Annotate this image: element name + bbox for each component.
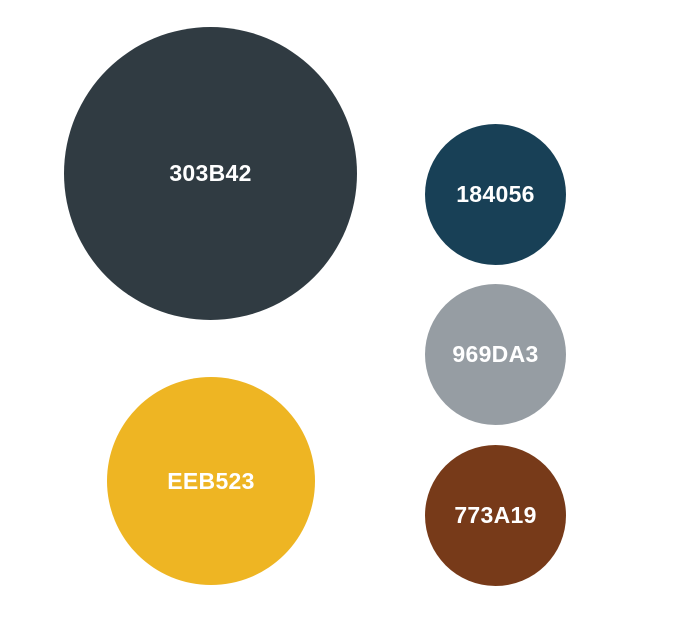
color-swatch-773a19: 773A19 xyxy=(425,445,566,586)
color-swatch-303b42: 303B42 xyxy=(64,27,357,320)
color-swatch-184056: 184056 xyxy=(425,124,566,265)
swatch-hex-label: 184056 xyxy=(456,181,535,207)
swatch-hex-label: EEB523 xyxy=(167,467,255,494)
swatch-hex-label: 773A19 xyxy=(454,502,537,528)
color-swatch-969da3: 969DA3 xyxy=(425,284,566,425)
swatch-hex-label: 303B42 xyxy=(169,160,252,186)
swatch-hex-label: 969DA3 xyxy=(452,341,539,367)
color-swatch-eeb523: EEB523 xyxy=(107,377,315,585)
